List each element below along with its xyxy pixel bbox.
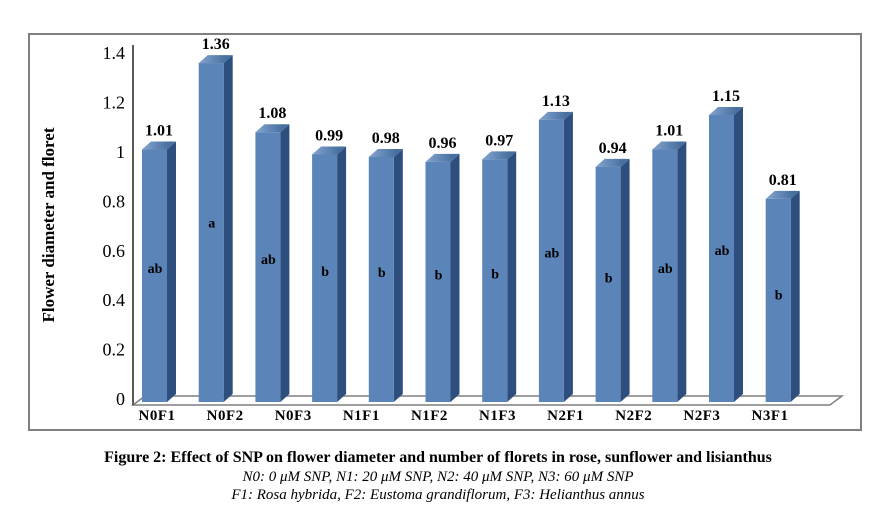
bar-value-label: 0.97: [485, 132, 513, 149]
bar-side-face: [393, 148, 403, 402]
bar-front-face: [765, 198, 791, 402]
y-tick-label: 0.2: [103, 340, 126, 360]
bar-side-face: [563, 111, 573, 402]
bar-group: 1.36 a: [198, 36, 233, 402]
x-tick-label: N1F2: [411, 408, 448, 424]
y-tick-label: 1: [116, 142, 125, 162]
bar-value-label: 0.81: [769, 172, 797, 189]
bar-side-face: [677, 141, 687, 402]
bar-value-label: 1.36: [202, 36, 230, 53]
bar-side-face: [790, 190, 800, 402]
bar-front-face: [368, 156, 394, 402]
bar-front-face: [255, 132, 281, 402]
bar-significance-letter: ab: [261, 253, 276, 268]
bar-top-face: [198, 55, 233, 64]
x-tick-label: N2F2: [615, 408, 652, 424]
bar-significance-letter: ab: [545, 246, 560, 261]
bar-top-face: [368, 148, 403, 157]
x-tick-label: N3F1: [752, 408, 789, 424]
bar-group: 0.96 b: [425, 135, 460, 402]
bar-top-face: [255, 124, 290, 133]
y-tick-label: 0.8: [103, 191, 126, 211]
y-tick-label: 0.4: [103, 290, 126, 310]
bar-front-face: [425, 161, 451, 402]
bar-value-label: 1.01: [145, 123, 173, 140]
bar-group: 1.08 ab: [255, 105, 290, 403]
bar-side-face: [620, 158, 630, 402]
bar-front-face: [198, 63, 224, 402]
x-tick-label: N1F1: [343, 408, 380, 424]
bar-significance-letter: b: [435, 269, 443, 284]
bar-value-label: 0.98: [372, 130, 400, 147]
bar-group: 1.15 ab: [709, 88, 743, 402]
bar-significance-letter: b: [378, 266, 386, 281]
bar-significance-letter: b: [321, 265, 329, 280]
bar-group: 0.99 b: [312, 127, 347, 402]
bar-front-face: [482, 159, 508, 402]
bar-value-label: 0.96: [429, 135, 457, 152]
bar-significance-letter: b: [605, 271, 613, 286]
bar-significance-letter: b: [491, 267, 499, 282]
bar-front-face: [595, 166, 621, 402]
bar-value-label: 1.15: [712, 88, 740, 105]
figure-caption-treatments: N0: 0 μM SNP, N1: 20 μM SNP, N2: 40 μM S…: [242, 469, 634, 485]
bar-side-face: [450, 153, 460, 402]
bar-significance-letter: ab: [715, 244, 730, 259]
bar-front-face: [142, 149, 167, 402]
y-tick-label: 1.4: [103, 43, 126, 63]
bar-top-face: [765, 190, 800, 199]
bar-side-face: [280, 124, 290, 403]
x-tick-label: N2F1: [547, 408, 584, 424]
bar-top-face: [652, 141, 687, 150]
bar-top-face: [595, 158, 630, 167]
figure-caption-title: Figure 2: Effect of SNP on flower diamet…: [104, 449, 772, 466]
bar-group: 0.94 b: [595, 140, 630, 402]
y-tick-label: 0.6: [103, 241, 126, 261]
chart-frame: 0 0.2 0.4 0.6 0.8 1 1.2 1.4 Flower diameter and …: [28, 33, 862, 431]
bar-significance-letter: ab: [658, 262, 673, 277]
bar-top-face: [425, 153, 460, 162]
bar-side-face: [223, 55, 233, 402]
x-tick-label: N0F2: [207, 408, 244, 424]
bar-value-label: 1.13: [542, 93, 570, 110]
y-tick-label: 0: [116, 389, 125, 409]
bar-side-face: [337, 146, 347, 402]
bar-group: 1.01 ab: [652, 123, 687, 402]
bar-value-label: 1.08: [258, 105, 286, 122]
x-tick-label: N2F3: [683, 408, 720, 424]
bar-front-face: [652, 149, 678, 402]
bar-top-face: [538, 111, 573, 120]
bar-value-label: 0.94: [599, 140, 627, 157]
bar-side-face: [507, 151, 517, 402]
figure-caption: Figure 2: Effect of SNP on flower diamet…: [0, 449, 876, 504]
bar-group: 0.98 b: [368, 130, 403, 402]
bar-group: 0.81 b: [765, 172, 800, 402]
bar-value-label: 1.01: [655, 123, 683, 140]
y-axis-title: Flower diameter and floret: [39, 127, 58, 322]
bar-group: 1.13 ab: [538, 93, 573, 402]
bar-front-face: [538, 119, 564, 402]
x-tick-label: N0F1: [139, 408, 176, 424]
bar-significance-letter: b: [775, 288, 783, 303]
bar-group: 0.97 b: [482, 132, 517, 402]
x-tick-label: N0F3: [275, 408, 312, 424]
bar-significance-letter: ab: [148, 262, 163, 277]
y-tick-label: 1.2: [103, 93, 126, 113]
bar-side-face: [734, 106, 743, 402]
bar-front-face: [312, 154, 338, 402]
bar-side-face: [167, 141, 176, 402]
bar-value-label: 0.99: [315, 127, 343, 144]
bar-top-face: [482, 151, 517, 160]
bar-group: 1.01 ab: [142, 123, 176, 402]
bar-top-face: [312, 146, 347, 155]
bar-significance-letter: a: [208, 216, 215, 231]
bar-front-face: [709, 114, 734, 402]
figure-caption-species: F1: Rosa hybrida, F2: Eustoma grandiflor…: [231, 487, 645, 503]
bar-top-face: [709, 106, 743, 115]
bar-top-face: [142, 141, 176, 150]
x-tick-label: N1F3: [479, 408, 516, 424]
